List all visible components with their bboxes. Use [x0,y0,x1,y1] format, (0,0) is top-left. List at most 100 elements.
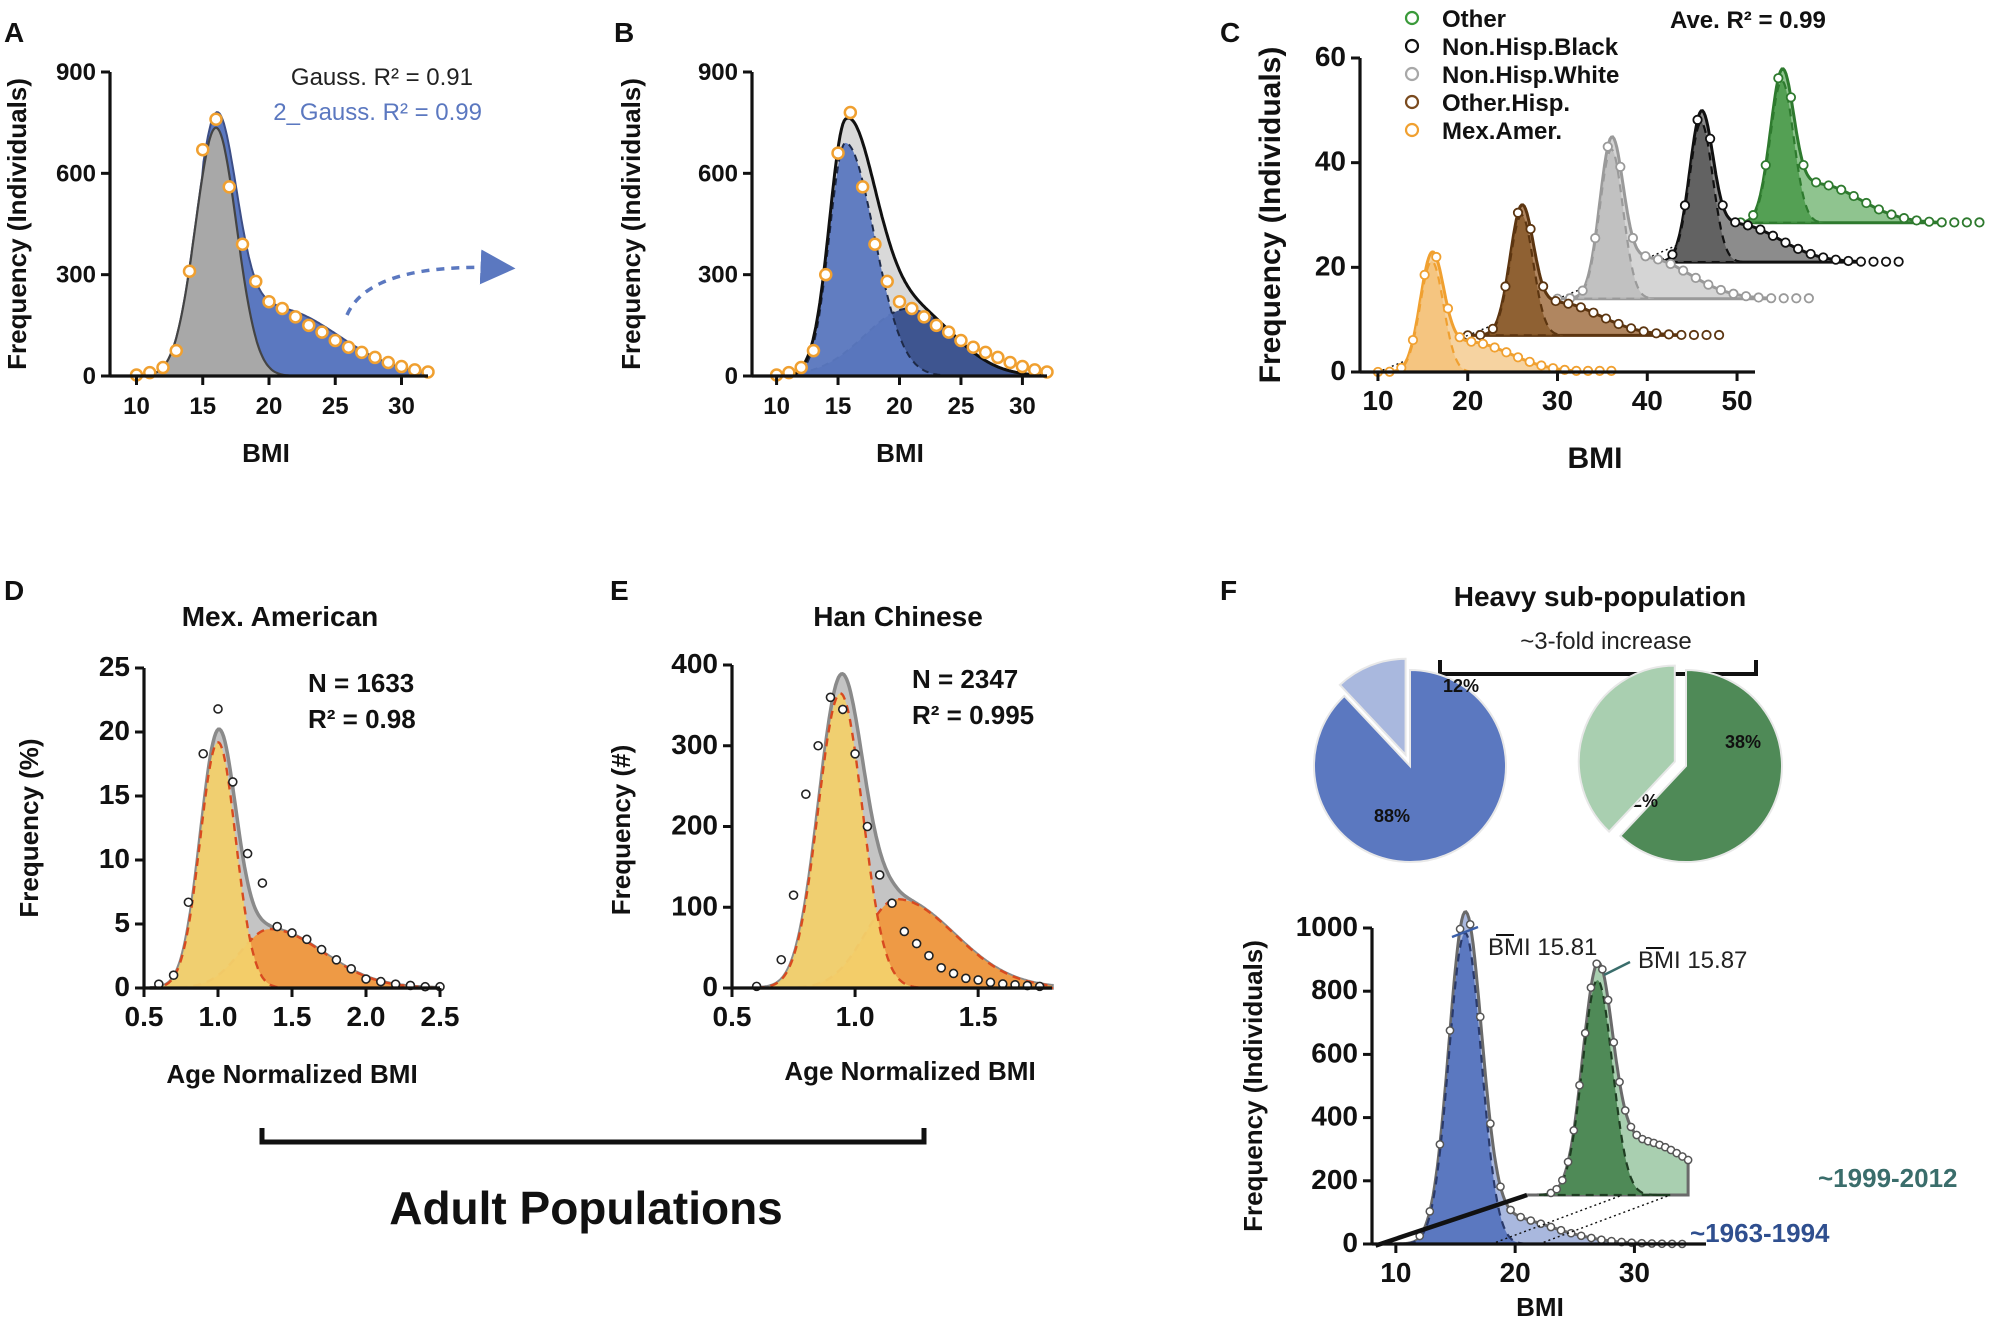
data-point [1663,329,1674,340]
data-point [182,264,197,279]
data-point [1455,924,1465,934]
data-point [1407,334,1419,346]
x-tick-label: 2.0 [347,1001,386,1032]
panel-a-curves [135,111,429,378]
data-point [1598,964,1607,974]
perspective-axis [1374,1192,1528,1248]
data-point [1676,329,1687,341]
data-point [272,921,283,932]
data-point [222,180,236,194]
panel-c-ave-r2: Ave. R² = 0.99 [1670,7,1826,34]
legend-marker [1404,94,1420,110]
data-point [813,740,823,751]
panel-e: E Han Chinese 0.5 1.0 1.5 0 100 200 300 400 N =… [606,575,1054,1086]
data-point [1575,302,1586,313]
panel-a-arrow [345,249,516,316]
data-point [887,898,897,909]
panel-d-r2: R² = 0.98 [308,704,416,734]
panel-f-bmi2: BMI 15.87 [1638,947,1747,974]
panel-b-xlabel: BMI [876,438,924,468]
data-point [1626,323,1637,334]
data-point [1713,329,1725,341]
data-point [1027,363,1042,377]
data-point [328,333,342,348]
data-point [249,274,263,289]
panel-f-label: F [1220,575,1237,606]
data-point [1550,295,1561,307]
y-tick-label: 0 [83,363,96,390]
data-point [868,237,882,252]
y-tick-label: 200 [1311,1164,1358,1195]
data-point [1563,1157,1573,1167]
data-point [1767,230,1779,241]
data-point [1855,256,1867,267]
data-point [408,363,422,377]
pie-slice [1577,664,1676,834]
y-tick-label: 300 [56,262,96,289]
data-point [1613,318,1624,330]
data-point [1652,254,1664,265]
x-tick-label: 2.5 [421,1001,460,1032]
data-point [242,848,253,859]
data-point [302,318,316,333]
data-point [1755,224,1766,235]
panel-a-xlabel: BMI [242,438,290,468]
data-point [954,333,968,348]
data-point [776,954,787,965]
data-point [825,692,836,703]
data-point [1893,256,1904,267]
data-point [235,237,250,252]
legend-label: Mex.Amer. [1442,118,1562,145]
data-point [1003,355,1017,370]
data-point [1603,995,1613,1005]
data-point [843,105,858,120]
data-point [1798,159,1809,171]
data-point [228,777,238,787]
data-point [929,318,944,333]
data-point [961,973,971,984]
data-point [1580,1028,1590,1038]
y-tick-label: 15 [99,779,130,810]
data-point [1640,251,1651,262]
data-point [924,950,934,961]
data-point [1615,1077,1624,1087]
data-point [1638,326,1649,337]
data-point [1692,114,1703,125]
x-tick-label: 10 [1380,1257,1411,1288]
data-point [806,343,821,358]
panel-e-n: N = 2347 [912,664,1018,694]
data-point [1525,223,1536,235]
panel-f-xlabel: BMI [1516,1292,1564,1322]
x-tick-label: 25 [948,393,975,420]
panel-f-fold: ~3-fold increase [1520,628,1691,655]
x-tick-label: 1.5 [273,1001,312,1032]
panel-f-ylabel: Frequency (Individuals) [1238,940,1268,1232]
data-point [368,350,382,365]
data-point [1886,209,1897,220]
data-point [831,146,845,160]
data-point [1597,1235,1606,1245]
panel-e-ylabel: Frequency (#) [606,745,636,916]
data-point [169,343,183,358]
data-point [1496,1182,1505,1192]
data-point [1868,256,1879,267]
legend-marker [1404,38,1420,54]
panel-f-bmi1-leader [1451,925,1479,939]
new-peak-fill [1537,979,1671,1197]
panel-f-bmi2-leader [1603,960,1631,977]
y-tick-label: 0 [114,971,130,1002]
data-point [1620,1106,1630,1115]
y-tick-label: 800 [1311,974,1358,1005]
data-point [1575,1080,1584,1090]
panel-c-ticks: 10 20 30 40 50 0 20 40 60 [1315,41,1753,416]
data-point [331,955,342,965]
data-point [1465,920,1475,929]
data-point [1803,293,1814,304]
panel-d-points [154,704,445,992]
x-tick-label: 1.0 [836,1001,875,1032]
panel-c-legend: OtherNon.Hisp.BlackNon.Hisp.WhiteOther.H… [1404,6,1619,145]
panel-c-curves [1372,67,1985,378]
data-point [1546,1222,1556,1232]
data-point [1626,1122,1636,1132]
